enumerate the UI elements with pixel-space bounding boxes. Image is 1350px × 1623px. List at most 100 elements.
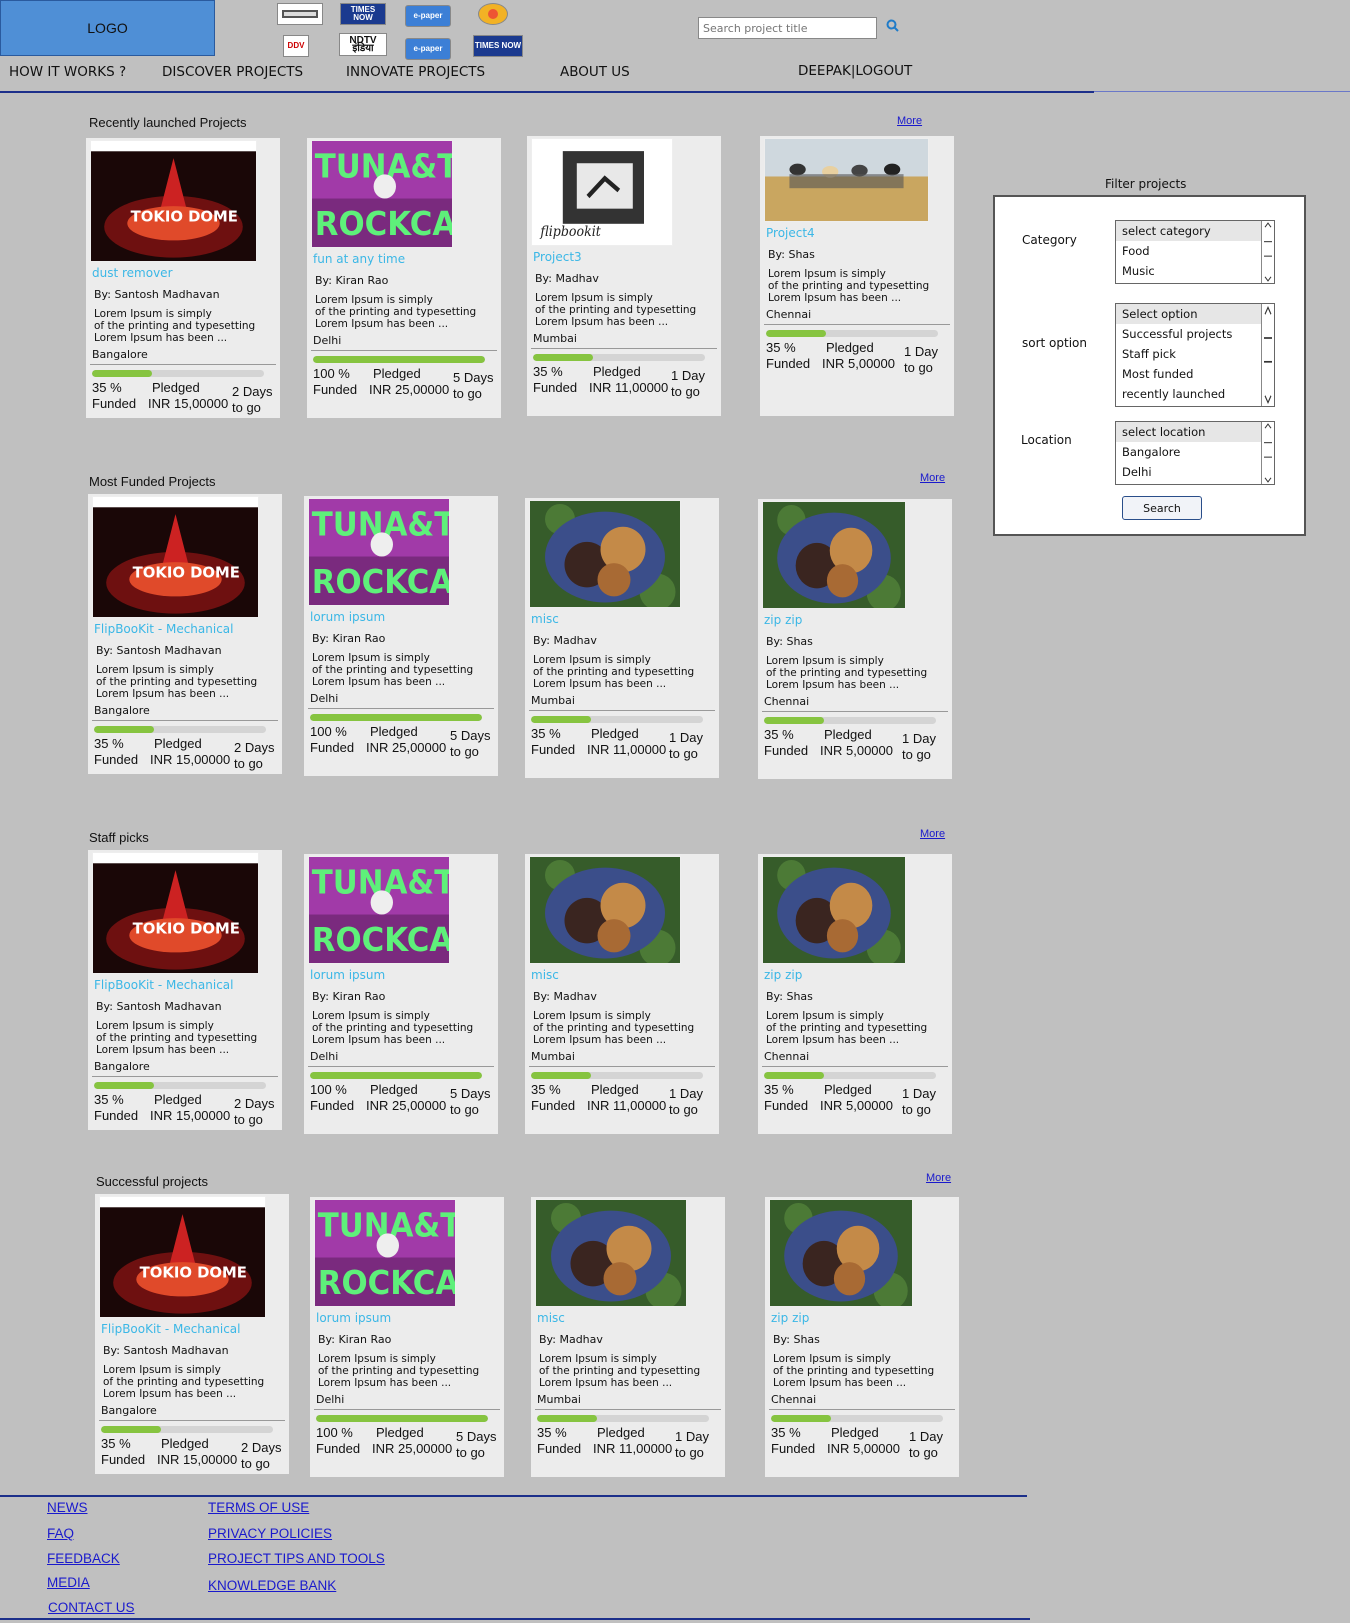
project-image[interactable]: TUNA&THEROCKCAT [311, 140, 453, 248]
sort-option-listbox[interactable]: Select option Successful projects Staff pi… [1115, 303, 1275, 407]
project-title[interactable]: Project4 [766, 226, 815, 240]
listbox-scrollbar[interactable] [1261, 422, 1274, 484]
footer-link-feedback[interactable]: FEEDBACK [47, 1551, 120, 1566]
publisher-logo[interactable] [277, 3, 323, 25]
project-image[interactable] [529, 856, 681, 964]
publisher-logo[interactable]: DDV [283, 35, 309, 57]
footer-link-news[interactable]: NEWS [47, 1500, 88, 1515]
search-input[interactable] [698, 17, 877, 39]
listbox-option[interactable]: Staff pick [1122, 347, 1176, 361]
card-divider [90, 364, 276, 365]
publisher-logo[interactable]: e-paper [405, 5, 451, 27]
project-title[interactable]: lorum ipsum [310, 610, 386, 624]
project-card[interactable]: TUNA&THEROCKCAT fun at any time By: Kiran … [307, 138, 501, 418]
project-card[interactable]: TUNA&THEROCKCAT lorum ipsum By: Kiran Rao L… [304, 496, 498, 776]
nav-discover-projects[interactable]: DISCOVER PROJECTS [162, 64, 304, 80]
funding-progress-fill [531, 716, 592, 723]
footer-link-knowledge-bank[interactable]: KNOWLEDGE BANK [208, 1578, 337, 1593]
listbox-option[interactable]: Music [1122, 264, 1155, 278]
publisher-logo[interactable]: TIMES NOW [473, 35, 523, 57]
listbox-option[interactable]: Bangalore [1122, 445, 1181, 459]
project-card[interactable]: zip zip By: Shas Lorem Ipsum is simply of t… [765, 1197, 959, 1477]
nav-about-us[interactable]: ABOUT US [560, 64, 630, 80]
project-card[interactable]: TOKIO DOME dust remover By: Santosh Madhav… [86, 138, 280, 418]
project-image[interactable]: TUNA&THEROCKCAT [308, 856, 450, 964]
project-title[interactable]: FlipBooKit - Mechanical [94, 622, 234, 636]
project-card[interactable]: TOKIO DOME FlipBooKit - Mechanical By: San… [95, 1194, 289, 1474]
project-card[interactable]: TOKIO DOME FlipBooKit - Mechanical By: San… [88, 494, 282, 774]
description-line: Lorem Ipsum has been ... [96, 1044, 230, 1056]
project-image[interactable] [762, 856, 906, 964]
project-title[interactable]: FlipBooKit - Mechanical [101, 1322, 241, 1336]
project-image[interactable]: flipbookit [531, 138, 673, 246]
more-link[interactable]: More [920, 828, 946, 840]
project-image[interactable]: TUNA&THEROCKCAT [308, 498, 450, 606]
project-image[interactable]: TOKIO DOME [99, 1196, 266, 1318]
project-title[interactable]: lorum ipsum [310, 968, 386, 982]
listbox-option[interactable]: select category [1116, 221, 1274, 241]
project-card[interactable]: flipbookit Project3 By: Madhav Lorem Ipsum … [527, 136, 721, 416]
project-title[interactable]: Project3 [533, 250, 582, 264]
project-title[interactable]: fun at any time [313, 252, 406, 266]
project-title[interactable]: zip zip [771, 1311, 810, 1325]
footer-link-terms[interactable]: TERMS OF USE [208, 1500, 310, 1515]
publisher-logo[interactable]: NDTV इंडिया [339, 33, 387, 56]
publisher-logo[interactable] [478, 3, 508, 25]
listbox-scrollbar[interactable] [1261, 304, 1274, 406]
project-title[interactable]: zip zip [764, 968, 803, 982]
footer-link-contact-us[interactable]: CONTACT US [48, 1600, 135, 1615]
listbox-option[interactable]: Most funded [1122, 367, 1194, 381]
listbox-option[interactable]: recently launched [1122, 387, 1226, 401]
project-card[interactable]: TUNA&THEROCKCAT lorum ipsum By: Kiran Rao L… [310, 1197, 504, 1477]
project-title[interactable]: FlipBooKit - Mechanical [94, 978, 234, 992]
nav-innovate-projects[interactable]: INNOVATE PROJECTS [346, 64, 486, 80]
project-title[interactable]: lorum ipsum [316, 1311, 392, 1325]
project-card[interactable]: misc By: Madhav Lorem Ipsum is simply of th… [525, 854, 719, 1134]
project-card[interactable]: misc By: Madhav Lorem Ipsum is simply of th… [531, 1197, 725, 1477]
filter-search-button[interactable]: Search [1122, 496, 1202, 520]
listbox-scrollbar[interactable] [1261, 221, 1274, 283]
listbox-option[interactable]: Successful projects [1122, 327, 1233, 341]
publisher-logo[interactable]: TIMES NOW [340, 3, 386, 25]
site-logo[interactable]: LOGO [0, 0, 215, 56]
publisher-logo[interactable]: e-paper [405, 38, 451, 60]
project-card[interactable]: misc By: Madhav Lorem Ipsum is simply of th… [525, 498, 719, 778]
project-title[interactable]: dust remover [92, 266, 173, 280]
project-image[interactable]: TOKIO DOME [90, 140, 257, 262]
project-image[interactable]: TOKIO DOME [92, 496, 259, 618]
project-title[interactable]: misc [537, 1311, 565, 1325]
project-image[interactable] [535, 1199, 687, 1307]
category-listbox[interactable]: select category Food Music [1115, 220, 1275, 284]
project-image[interactable] [529, 500, 681, 608]
footer-link-faq[interactable]: FAQ [47, 1526, 75, 1541]
project-card[interactable]: TUNA&THEROCKCAT lorum ipsum By: Kiran Rao L… [304, 854, 498, 1134]
project-title[interactable]: misc [531, 612, 559, 626]
days-left: 1 Day [675, 1429, 709, 1444]
card-divider [769, 1409, 955, 1410]
nav-how-it-works[interactable]: HOW IT WORKS ? [9, 64, 127, 80]
listbox-option[interactable]: select location [1116, 422, 1274, 442]
project-card[interactable]: zip zip By: Shas Lorem Ipsum is simply of t… [758, 499, 952, 779]
footer-link-privacy[interactable]: PRIVACY POLICIES [208, 1526, 333, 1541]
more-link[interactable]: More [897, 115, 923, 127]
location-listbox[interactable]: select location Bangalore Delhi [1115, 421, 1275, 485]
search-icon[interactable] [885, 18, 901, 34]
project-title[interactable]: zip zip [764, 613, 803, 627]
more-link[interactable]: More [920, 472, 946, 484]
listbox-option[interactable]: Delhi [1122, 465, 1152, 479]
project-image[interactable] [764, 138, 929, 222]
more-link[interactable]: More [926, 1172, 952, 1184]
project-card[interactable]: Project4 By: Shas Lorem Ipsum is simply of … [760, 136, 954, 416]
listbox-option[interactable]: Select option [1116, 304, 1274, 324]
user-logout-link[interactable]: DEEPAK|LOGOUT [798, 63, 913, 79]
project-title[interactable]: misc [531, 968, 559, 982]
project-card[interactable]: zip zip By: Shas Lorem Ipsum is simply of t… [758, 854, 952, 1134]
footer-link-media[interactable]: MEDIA [47, 1575, 90, 1590]
project-image[interactable] [769, 1199, 913, 1307]
project-image[interactable]: TOKIO DOME [92, 852, 259, 974]
project-card[interactable]: TOKIO DOME FlipBooKit - Mechanical By: San… [88, 850, 282, 1130]
project-image[interactable] [762, 501, 906, 609]
footer-link-project-tips[interactable]: PROJECT TIPS AND TOOLS [208, 1551, 385, 1566]
listbox-option[interactable]: Food [1122, 244, 1150, 258]
project-image[interactable]: TUNA&THEROCKCAT [314, 1199, 456, 1307]
